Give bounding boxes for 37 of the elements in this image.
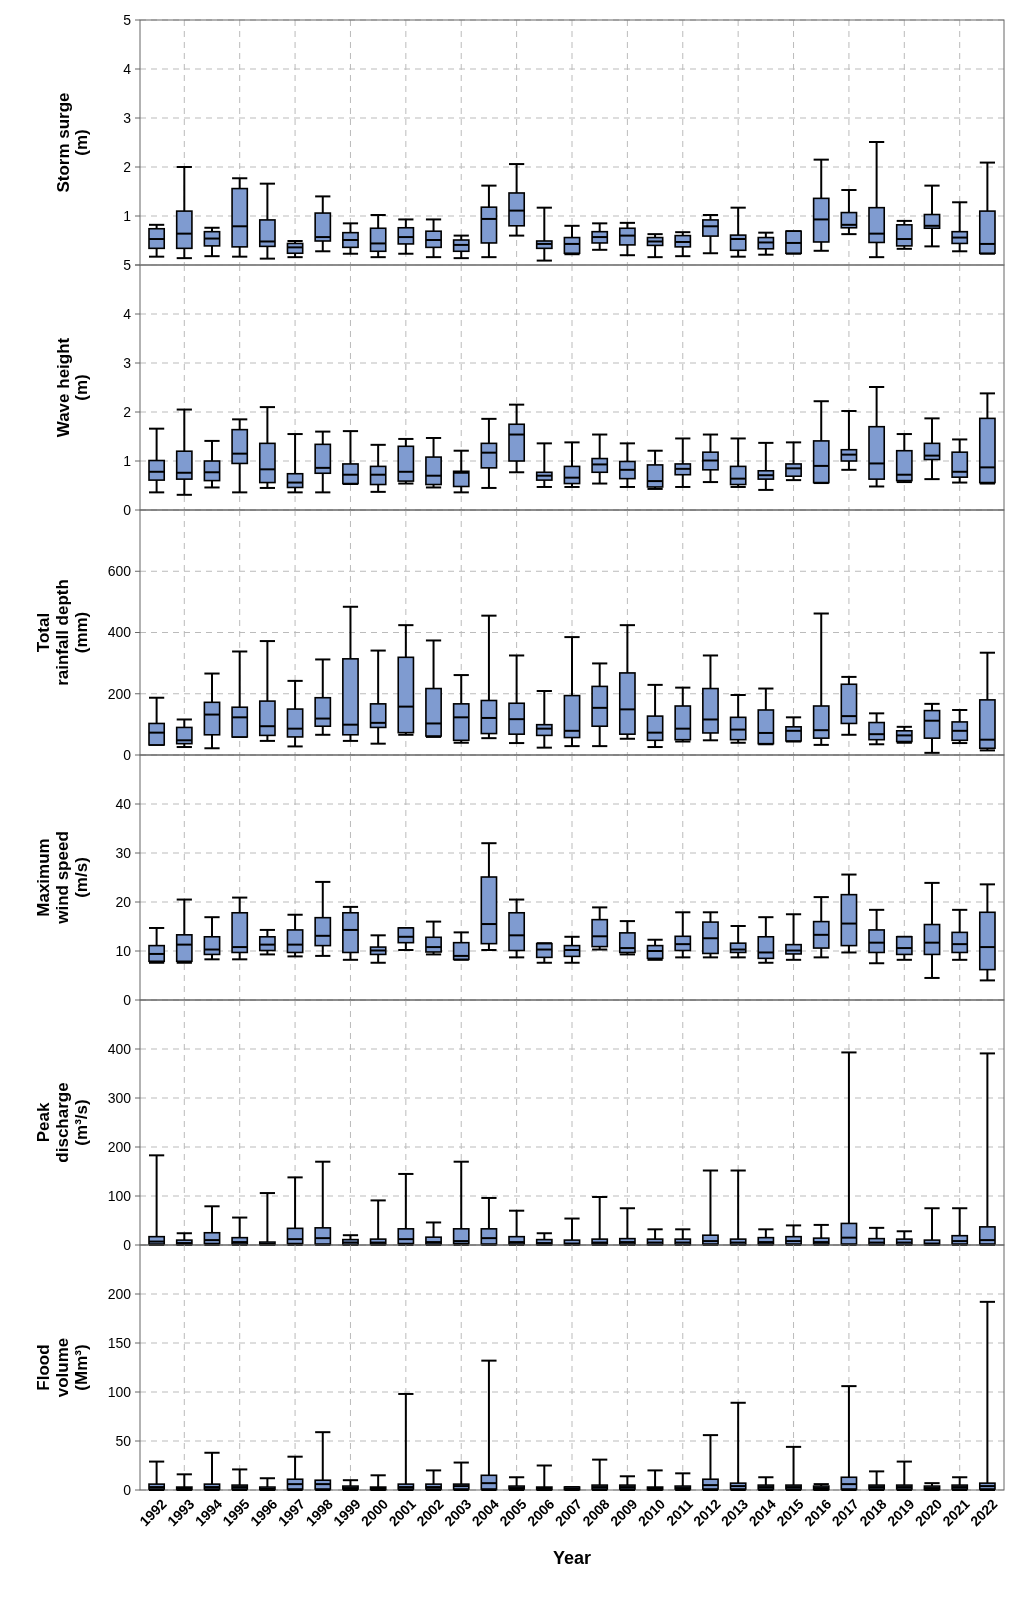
x-axis-title: Year (552, 1548, 592, 1568)
y-tick-label: 5 (123, 11, 132, 28)
y-tick-label: 40 (115, 795, 132, 812)
y-tick-label: 600 (107, 563, 132, 580)
y-tick-label: 1 (123, 452, 132, 469)
y-tick-label: 10 (115, 942, 132, 959)
y-axis-title: Peak discharge (m³/s) (34, 1082, 91, 1163)
y-tick-label: 200 (107, 685, 132, 702)
y-axis-title: Flood volume (Mm³) (34, 1337, 91, 1398)
y-tick-label: 100 (107, 1383, 132, 1400)
y-tick-label: 20 (115, 893, 132, 910)
y-tick-label: 200 (107, 1138, 132, 1155)
y-tick-label: 50 (115, 1432, 132, 1449)
y-tick-label: 0 (123, 1236, 132, 1253)
y-tick-label: 1 (123, 207, 132, 224)
y-tick-label: 30 (115, 844, 132, 861)
y-tick-label: 0 (123, 991, 132, 1008)
y-tick-label: 3 (123, 354, 132, 371)
y-axis-title: Maximum wind speed (m/s) (34, 831, 91, 925)
y-tick-label: 100 (107, 1187, 132, 1204)
y-tick-label: 4 (123, 305, 132, 322)
y-tick-label: 400 (107, 624, 132, 641)
y-tick-label: 200 (107, 1285, 132, 1302)
y-axis-title: Storm surge (m) (53, 92, 92, 193)
y-tick-label: 2 (123, 158, 132, 175)
y-tick-label: 4 (123, 60, 132, 77)
y-tick-label: 150 (107, 1334, 132, 1351)
y-tick-label: 3 (123, 109, 132, 126)
y-tick-label: 0 (123, 501, 132, 518)
y-tick-label: 5 (123, 256, 132, 273)
y-tick-label: 0 (123, 1481, 132, 1498)
y-tick-label: 2 (123, 403, 132, 420)
y-tick-label: 300 (107, 1089, 132, 1106)
y-axis-title: Wave height (m) (53, 337, 92, 438)
y-tick-label: 0 (123, 746, 132, 763)
y-axis-title: Total rainfall depth (mm) (34, 579, 91, 686)
y-tick-label: 400 (107, 1040, 132, 1057)
